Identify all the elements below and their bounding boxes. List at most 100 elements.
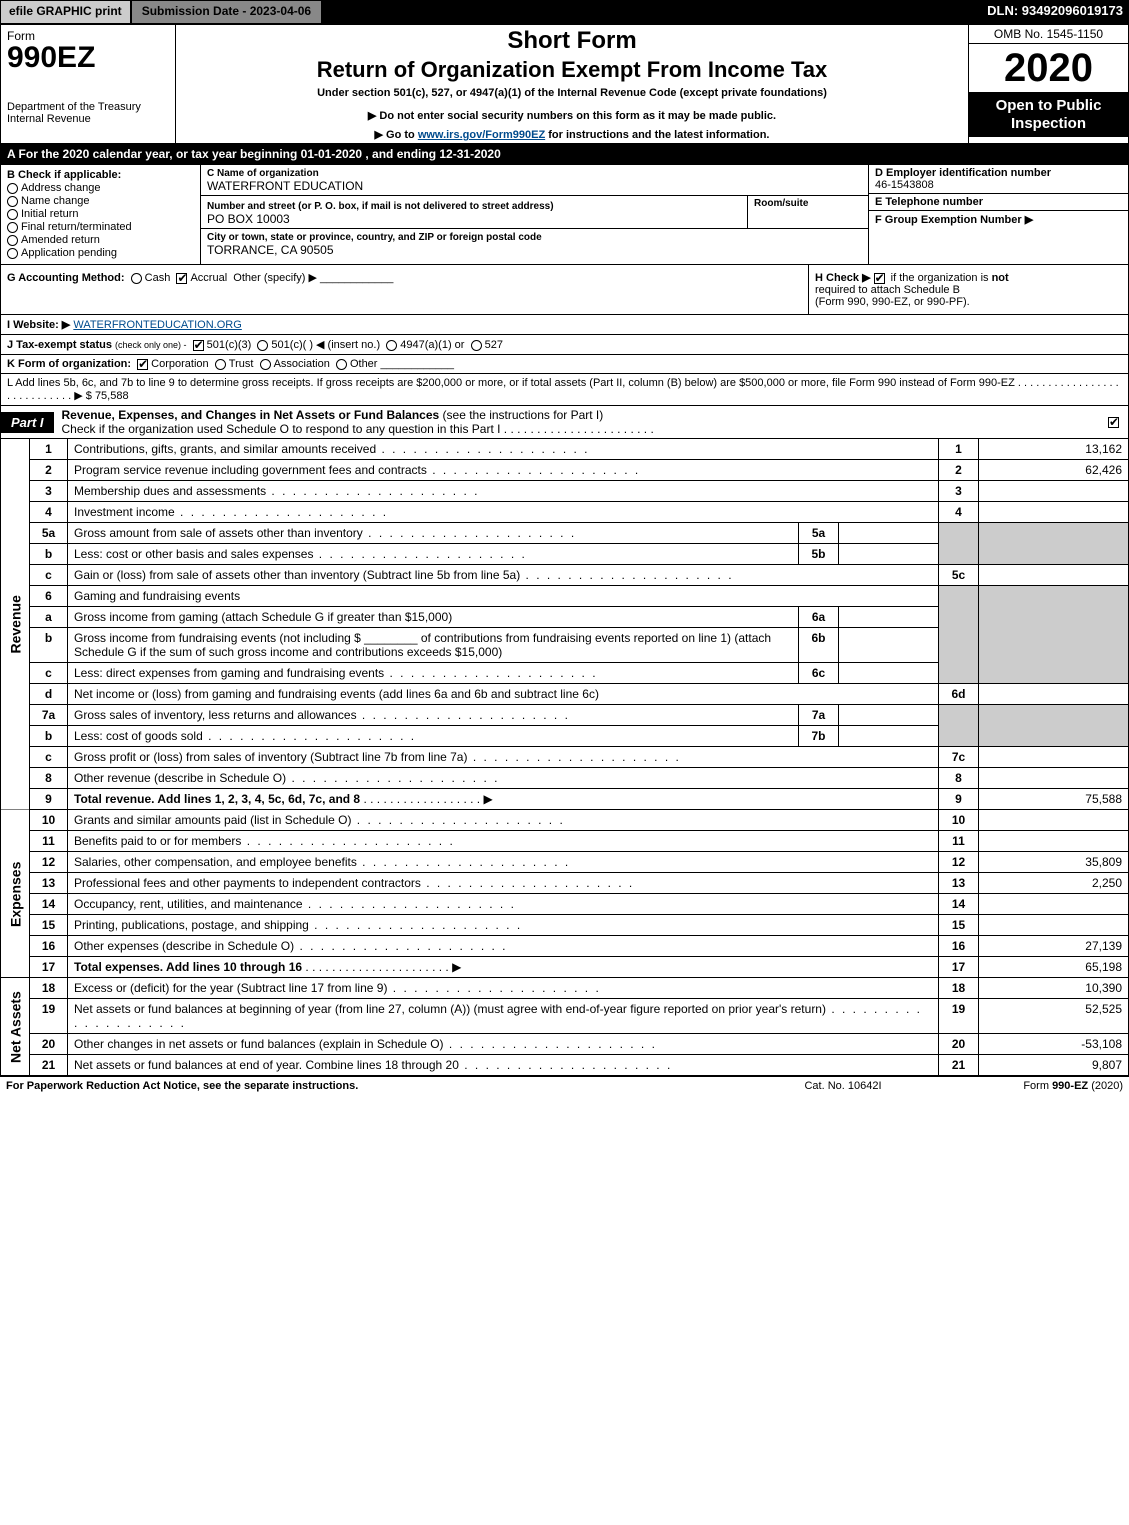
line-desc: Gross income from fundraising events (no… [68, 628, 799, 663]
line-ref: 19 [939, 999, 979, 1034]
checkbox-schedule-o[interactable] [1108, 417, 1119, 428]
opt-501c: 501(c)( ) ◀ (insert no.) [271, 339, 380, 351]
line-num: c [30, 663, 68, 684]
grey-cell [979, 523, 1129, 565]
radio-4947[interactable] [386, 340, 397, 351]
checkbox-final-return[interactable] [7, 222, 18, 233]
line-num: 1 [30, 439, 68, 460]
line-num: b [30, 726, 68, 747]
efile-print-button[interactable]: efile GRAPHIC print [0, 0, 131, 24]
section-b: B Check if applicable: Address change Na… [1, 165, 201, 264]
part1-title-rest: (see the instructions for Part I) [439, 408, 603, 422]
line-num: 20 [30, 1034, 68, 1055]
line-desc: Less: direct expenses from gaming and fu… [68, 663, 799, 684]
line-desc: Gross sales of inventory, less returns a… [68, 705, 799, 726]
h-txt2: required to attach Schedule B [815, 284, 960, 296]
line-num: c [30, 747, 68, 768]
top-bar: efile GRAPHIC print Submission Date - 20… [0, 0, 1129, 24]
line-subln: 6c [799, 663, 839, 684]
checkbox-name-change[interactable] [7, 196, 18, 207]
checkbox-501c3[interactable] [193, 340, 204, 351]
radio-cash[interactable] [131, 273, 142, 284]
grey-cell [939, 523, 979, 565]
org-name: WATERFRONT EDUCATION [207, 179, 363, 193]
table-row: 7a Gross sales of inventory, less return… [1, 705, 1129, 726]
line-desc: Program service revenue including govern… [68, 460, 939, 481]
lbl-ein: D Employer identification number [875, 167, 1051, 179]
line-amt: 75,588 [979, 789, 1129, 810]
line-amt: 2,250 [979, 873, 1129, 894]
radio-other[interactable] [336, 359, 347, 370]
table-row: d Net income or (loss) from gaming and f… [1, 684, 1129, 705]
side-label-expenses: Expenses [1, 810, 30, 978]
checkbox-schedule-b[interactable] [874, 273, 885, 284]
checkbox-corporation[interactable] [137, 359, 148, 370]
footer-right: Form 990-EZ (2020) [943, 1080, 1123, 1092]
checkbox-accrual[interactable] [176, 273, 187, 284]
line-subval [839, 544, 939, 565]
line-desc: Printing, publications, postage, and shi… [68, 915, 939, 936]
line-desc: Salaries, other compensation, and employ… [68, 852, 939, 873]
line-desc: Net assets or fund balances at beginning… [68, 999, 939, 1034]
line-desc: Less: cost or other basis and sales expe… [68, 544, 799, 565]
line-ref: 12 [939, 852, 979, 873]
opt-4947: 4947(a)(1) or [400, 339, 464, 351]
line-subval [839, 607, 939, 628]
checkbox-application-pending[interactable] [7, 248, 18, 259]
radio-trust[interactable] [215, 359, 226, 370]
line-desc: Gaming and fundraising events [68, 586, 939, 607]
lbl-accounting: G Accounting Method: [7, 272, 125, 284]
table-row: 5a Gross amount from sale of assets othe… [1, 523, 1129, 544]
opt-accrual: Accrual [190, 272, 227, 284]
checkbox-address-change[interactable] [7, 183, 18, 194]
org-city: TORRANCE, CA 90505 [207, 243, 334, 257]
line-desc: Net income or (loss) from gaming and fun… [68, 684, 939, 705]
lbl-address: Number and street (or P. O. box, if mail… [207, 201, 554, 212]
line-amt [979, 768, 1129, 789]
line-num: 10 [30, 810, 68, 831]
line-amt: 62,426 [979, 460, 1129, 481]
line-num: 14 [30, 894, 68, 915]
line-num: 18 [30, 978, 68, 999]
line-ref: 14 [939, 894, 979, 915]
header-center: Short Form Return of Organization Exempt… [176, 25, 968, 143]
goto-text: ▶ Go to www.irs.gov/Form990EZ for instru… [184, 128, 960, 141]
radio-527[interactable] [471, 340, 482, 351]
part1-check-line: Check if the organization used Schedule … [62, 422, 654, 436]
org-address: PO BOX 10003 [207, 212, 290, 226]
line-desc: Total expenses. Add lines 10 through 16 … [68, 957, 939, 978]
opt-other: Other (specify) ▶ [233, 272, 317, 284]
header-right: OMB No. 1545-1150 2020 Open to Public In… [968, 25, 1128, 143]
line-ref: 9 [939, 789, 979, 810]
section-i: I Website: ▶ WATERFRONTEDUCATION.ORG [0, 315, 1129, 335]
section-j: J Tax-exempt status (check only one) - 5… [0, 335, 1129, 355]
table-row: Net Assets 18 Excess or (deficit) for th… [1, 978, 1129, 999]
lbl-website: I Website: ▶ [7, 319, 70, 331]
side-label-revenue: Revenue [1, 439, 30, 810]
open-public-badge: Open to Public Inspection [969, 93, 1128, 137]
line-num: 17 [30, 957, 68, 978]
irs-link[interactable]: www.irs.gov/Form990EZ [418, 129, 545, 141]
line-num: 3 [30, 481, 68, 502]
goto-post: for instructions and the latest informat… [545, 129, 769, 141]
opt-name-change: Name change [21, 195, 90, 207]
return-title: Return of Organization Exempt From Incom… [184, 57, 960, 83]
opt-cash: Cash [145, 272, 171, 284]
table-row: 2 Program service revenue including gove… [1, 460, 1129, 481]
j-sub: (check only one) - [115, 340, 187, 350]
section-c: C Name of organization WATERFRONT EDUCAT… [201, 165, 868, 264]
line-desc: Contributions, gifts, grants, and simila… [68, 439, 939, 460]
line-amt: 9,807 [979, 1055, 1129, 1076]
dept-irs: Internal Revenue [7, 113, 169, 125]
checkbox-initial-return[interactable] [7, 209, 18, 220]
section-h: H Check ▶ if the organization is not req… [808, 265, 1128, 314]
opt-address-change: Address change [21, 182, 101, 194]
line-amt [979, 915, 1129, 936]
line-num: 6 [30, 586, 68, 607]
website-link[interactable]: WATERFRONTEDUCATION.ORG [73, 319, 241, 331]
radio-501c[interactable] [257, 340, 268, 351]
line-num: 2 [30, 460, 68, 481]
checkbox-amended-return[interactable] [7, 235, 18, 246]
opt-association: Association [274, 358, 330, 370]
radio-association[interactable] [260, 359, 271, 370]
